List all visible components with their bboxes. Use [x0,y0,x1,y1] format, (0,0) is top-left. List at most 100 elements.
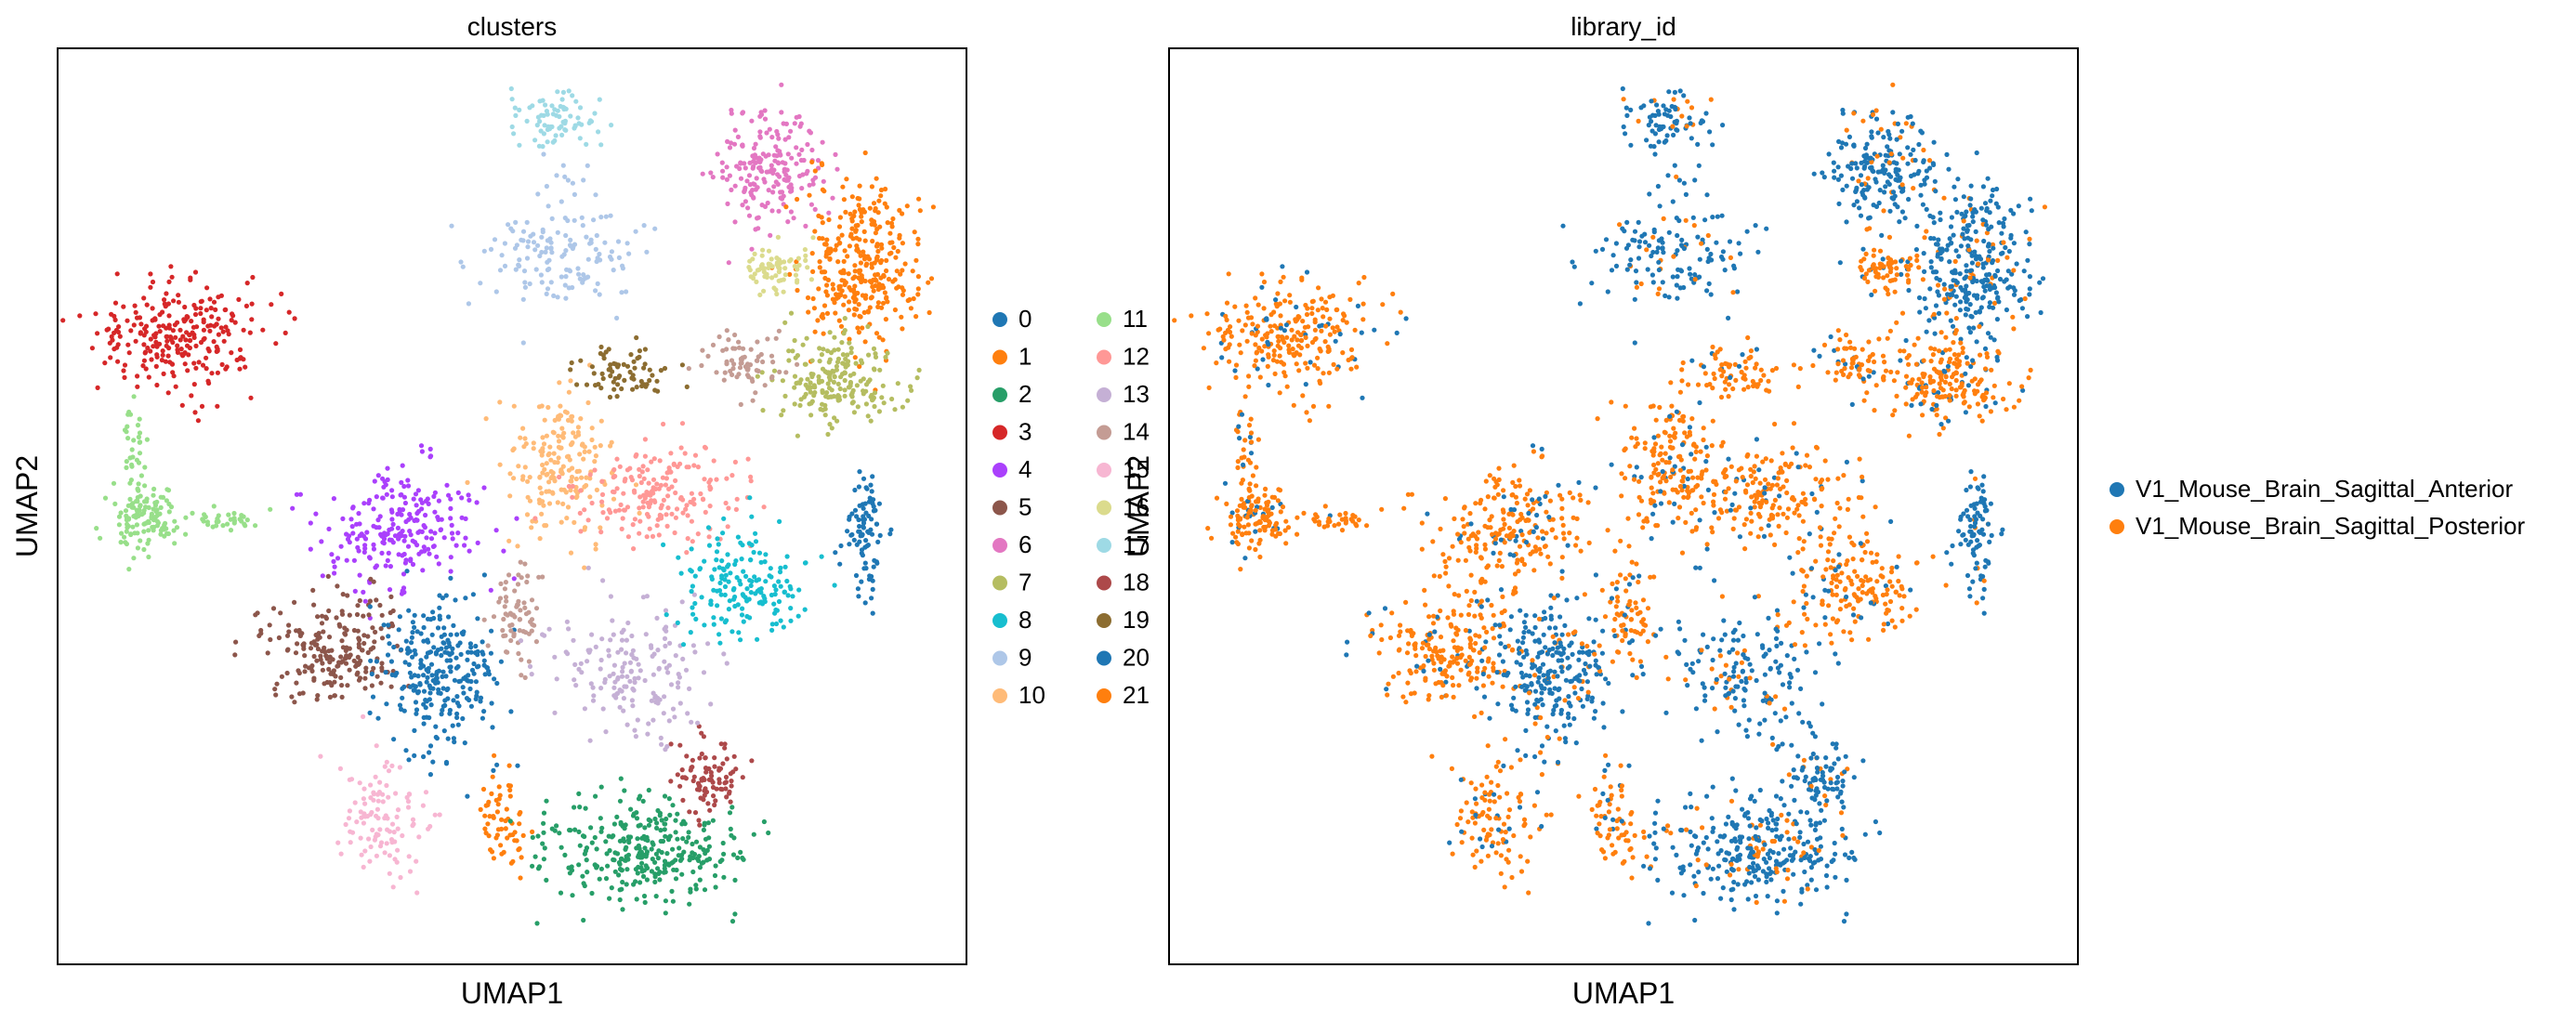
library-posterior-point [1547,561,1553,567]
cluster-1-point [820,162,825,167]
cluster-5-point [375,674,380,679]
library-posterior-point [1390,291,1396,296]
cluster-3-point [216,316,221,321]
library-posterior-point [1277,353,1282,359]
cluster-8-point [715,603,720,609]
cluster-13-point [624,650,629,656]
cluster-3-point [143,349,149,355]
cluster-1-point [830,296,836,302]
cluster-12-point [665,493,671,499]
cluster-10-point [529,525,534,530]
library-anterior-point [1515,638,1520,644]
cluster-10-point [559,425,565,431]
cluster-3-point [145,345,151,351]
cluster-7-point [863,388,869,394]
cluster-12-point [669,511,675,517]
cluster-0-point [383,670,388,675]
cluster-14-point [745,367,751,373]
cluster-12-point [614,486,620,491]
cluster-1-point [512,830,518,835]
cluster-1-point [900,326,905,332]
cluster-3-point [160,309,165,315]
cluster-8-point [746,541,752,546]
cluster-13-point [611,662,618,668]
cluster-9-point [544,183,550,190]
cluster-8-point [761,594,767,599]
cluster-16-point [752,251,757,256]
cluster-14-point [700,347,705,353]
cluster-12-point [557,474,562,480]
cluster-13-point [608,594,614,599]
cluster-5-point [311,602,317,608]
cluster-3-point [215,370,220,375]
cluster-16-point [761,288,767,294]
library-posterior-point [1518,517,1523,522]
cluster-12-point [651,456,657,462]
library-anterior-point [1497,634,1503,639]
library-posterior-point [1506,511,1512,517]
cluster-3-point [198,306,204,311]
cluster-13-point [632,675,637,682]
library-posterior-point [1295,343,1302,348]
cluster-13-point [670,706,677,712]
cluster-8-point [748,582,754,589]
cluster-15-point [347,808,352,814]
cluster-11-point [151,517,157,523]
cluster-4-point [375,473,381,478]
library-posterior-point [1322,299,1329,305]
cluster-0-point [454,714,460,721]
cluster-13-point [611,685,617,690]
cluster-18-point [724,794,729,800]
cluster-2-point [674,867,679,873]
cluster-12-point [664,476,670,481]
cluster-15-point [432,812,438,818]
library-posterior-point [1468,597,1474,604]
library-posterior-point [1571,495,1576,501]
cluster-5-point [389,623,396,629]
cluster-2-point [688,889,693,895]
library-anterior-point [1540,702,1545,708]
cluster-14-point [726,337,731,343]
cluster-5-point [378,626,384,632]
cluster-13-point [635,717,640,723]
cluster-3-point [110,337,115,343]
cluster-13-point [687,686,692,692]
cluster-3-point [209,371,215,376]
cluster-9-point [512,245,519,251]
library-posterior-point [1331,361,1336,367]
cluster-14-point [500,627,506,634]
library-anterior-point [1232,368,1238,373]
panel-library-id: library_id UMAP1 UMAP2 V1_Mouse_Brain_Sa… [1122,12,2525,1010]
cluster-11-point [129,504,135,510]
library-posterior-point [1544,734,1550,740]
cluster-16-point [782,272,788,278]
cluster-1-point [913,314,919,320]
cluster-5-point [378,680,384,686]
cluster-2-point [534,921,540,926]
library-posterior-point [1499,564,1505,569]
cluster-3-point [144,302,150,308]
cluster-12-point [599,478,605,484]
cluster-3-point [215,403,220,409]
library-posterior-point [1451,638,1456,644]
library-posterior-point [1511,463,1517,468]
cluster-14-point [724,347,729,352]
cluster-3-point [148,284,153,290]
cluster-2-point [549,826,555,831]
cluster-4-point [428,536,435,542]
cluster-2-point [662,821,667,827]
library-posterior-point [1478,501,1483,506]
cluster-12-point [611,466,617,473]
cluster-7-point [877,367,883,373]
cluster-2-point [653,894,659,899]
cluster-11-point [124,529,129,534]
cluster-6-point [767,126,772,132]
cluster-4-point [371,546,376,552]
library-posterior-point [1456,683,1462,688]
cluster-15-point [397,765,402,770]
cluster-3-point [193,365,199,371]
cluster-12-point [582,507,587,513]
cluster-1-point [848,231,854,237]
library-posterior-point [1348,347,1355,352]
cluster-0-point [414,711,419,716]
